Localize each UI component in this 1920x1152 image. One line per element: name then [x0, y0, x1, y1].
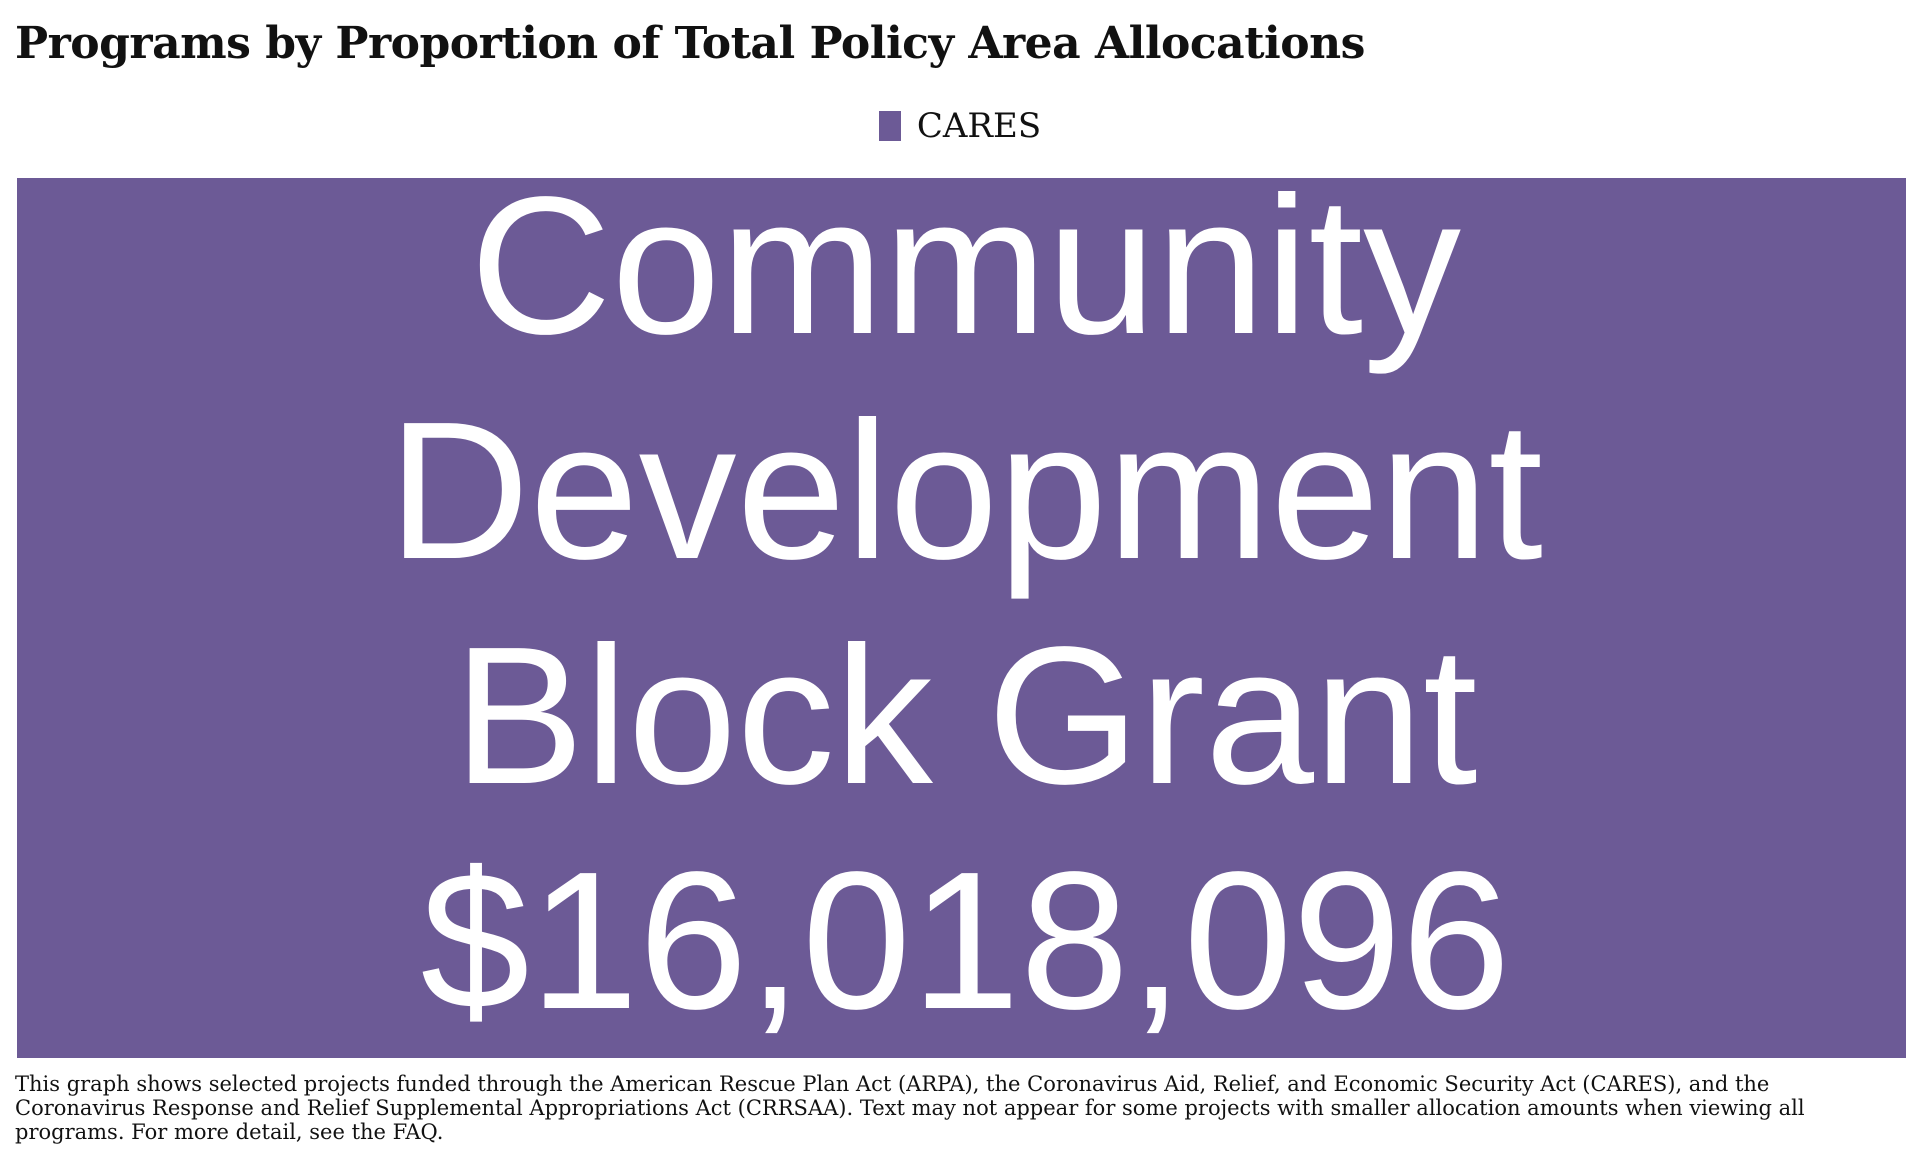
- treemap-node-label-line: Block Grant: [454, 606, 1478, 825]
- treemap-node-label-line: Community: [470, 178, 1461, 375]
- chart-title: Programs by Proportion of Total Policy A…: [15, 18, 1365, 69]
- legend-item-cares[interactable]: CARES: [879, 106, 1041, 146]
- footnote: This graph shows selected projects funde…: [15, 1072, 1905, 1144]
- treemap: Community Development Block Grant $16,018,0…: [17, 178, 1906, 1058]
- treemap-node-value: $16,018,096: [421, 831, 1511, 1050]
- treemap-node-label-line: Development: [388, 381, 1543, 600]
- legend-swatch: [879, 111, 901, 141]
- legend-label: CARES: [917, 106, 1041, 146]
- legend: CARES: [0, 106, 1920, 146]
